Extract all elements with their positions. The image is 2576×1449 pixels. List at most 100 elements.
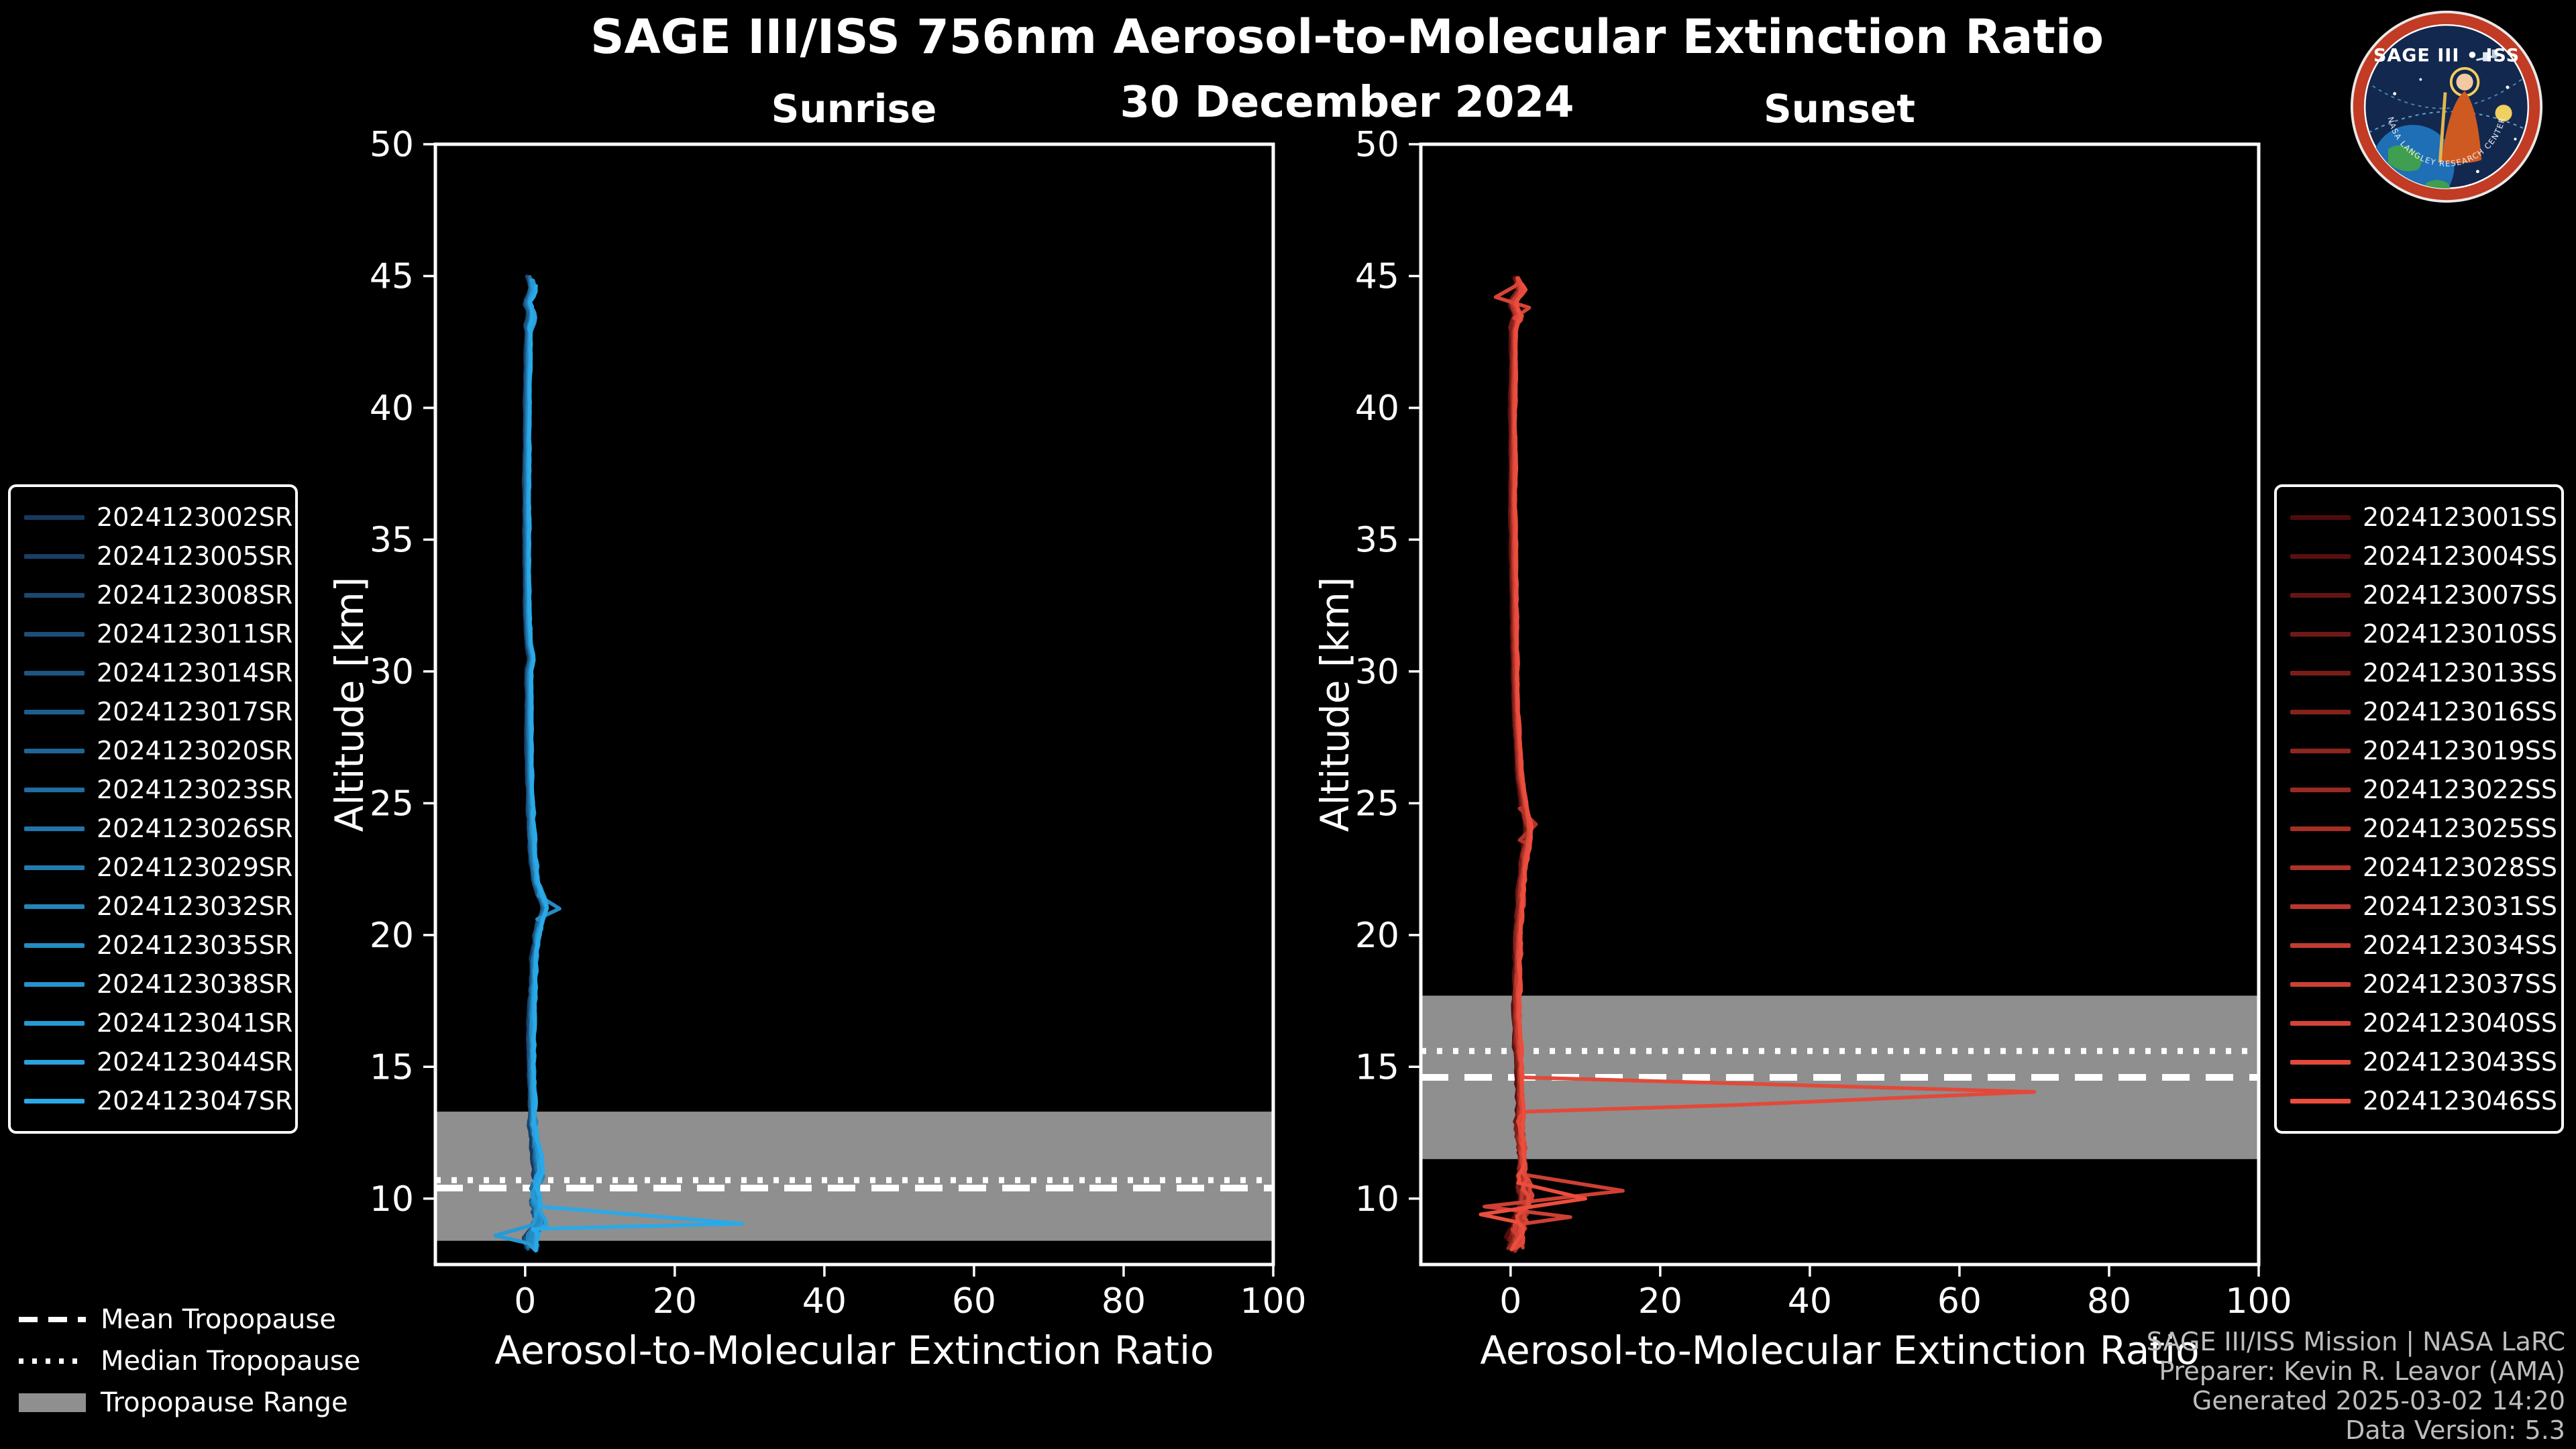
legend-item: 2024123002SR (24, 502, 292, 532)
series-color-swatch (2290, 515, 2351, 520)
profile-line-2024123047SR (527, 284, 744, 1253)
series-color-swatch (2290, 865, 2351, 870)
y-tick-label: 15 (1355, 1047, 1399, 1087)
legend-item: 2024123008SR (24, 580, 292, 610)
series-label: 2024123001SS (2363, 502, 2558, 532)
legend-item: 2024123004SS (2290, 541, 2557, 571)
legend-item: 2024123028SS (2290, 853, 2557, 882)
legend-label-mean-tropopause: Mean Tropopause (101, 1304, 336, 1335)
figure-title: SAGE III/ISS 756nm Aerosol-to-Molecular … (590, 9, 2104, 64)
series-color-swatch (24, 943, 85, 948)
attribution-line-preparer: Preparer: Kevin R. Leavor (AMA) (2159, 1356, 2565, 1386)
series-label: 2024123008SR (97, 580, 293, 610)
legend-label-tropopause-range: Tropopause Range (101, 1387, 348, 1418)
figure-date: 30 December 2024 (1120, 78, 1574, 127)
star-icon (2419, 78, 2422, 81)
sage-figure-head (2456, 73, 2473, 91)
series-label: 2024123047SR (97, 1086, 293, 1116)
legend-item: 2024123023SR (24, 775, 292, 804)
series-label: 2024123010SS (2363, 619, 2558, 649)
series-label: 2024123028SS (2363, 853, 2558, 882)
legend-item: 2024123007SS (2290, 580, 2557, 610)
tropopause-legend: Mean Tropopause Median Tropopause Tropop… (19, 1303, 360, 1419)
y-tick-label: 20 (370, 916, 414, 956)
star-icon (2506, 85, 2510, 89)
legend-item-median-tropopause: Median Tropopause (19, 1344, 360, 1378)
x-tick-label: 20 (1638, 1281, 1682, 1322)
legend-item: 2024123017SR (24, 697, 292, 727)
star-icon (2514, 138, 2517, 141)
attribution: SAGE III/ISS Mission | NASA LaRC Prepare… (2147, 1327, 2565, 1445)
legend-item: 2024123026SR (24, 814, 292, 843)
series-label: 2024123017SR (97, 697, 293, 727)
panel-title-sunset: Sunset (1764, 86, 1915, 131)
attribution-line-version: Data Version: 5.3 (2345, 1415, 2565, 1445)
y-tick-label: 10 (370, 1179, 414, 1220)
legend-item: 2024123037SS (2290, 969, 2557, 999)
x-tick-label: 40 (802, 1281, 847, 1322)
legend-item: 2024123041SR (24, 1008, 292, 1038)
y-tick-label: 45 (370, 257, 414, 297)
iss-icon (2476, 49, 2502, 62)
series-label: 2024123026SR (97, 814, 293, 843)
legend-item: 2024123001SS (2290, 502, 2557, 532)
series-label: 2024123007SS (2363, 580, 2558, 610)
legend-item: 2024123014SR (24, 658, 292, 688)
series-color-swatch (24, 553, 85, 559)
series-color-swatch (2290, 1098, 2351, 1104)
series-label: 2024123043SS (2363, 1047, 2558, 1077)
tropopause-range-band (435, 1112, 1273, 1241)
legend-item: 2024123038SR (24, 969, 292, 999)
series-color-swatch (2290, 943, 2351, 948)
legend-item-mean-tropopause: Mean Tropopause (19, 1303, 360, 1336)
legend-item: 2024123022SS (2290, 775, 2557, 804)
series-label: 2024123032SR (97, 892, 293, 921)
sunrise-event-legend: 2024123002SR 2024123005SR 2024123008SR 2024… (8, 484, 298, 1134)
series-color-swatch (24, 631, 85, 637)
series-color-swatch (24, 592, 85, 598)
series-label: 2024123004SS (2363, 541, 2558, 571)
series-color-swatch (24, 1059, 85, 1065)
plot-border (1419, 142, 2261, 1267)
moon-icon (2495, 105, 2512, 122)
series-label: 2024123013SS (2363, 658, 2558, 688)
x-tick-label: 80 (2087, 1281, 2131, 1322)
series-color-swatch (24, 1098, 85, 1104)
range-patch-swatch (19, 1393, 86, 1412)
series-label: 2024123034SS (2363, 930, 2558, 960)
star-icon (2393, 92, 2397, 96)
series-label: 2024123019SS (2363, 736, 2558, 765)
legend-item: 2024123019SS (2290, 736, 2557, 765)
x-axis-label: Aerosol-to-Molecular Extinction Ratio (494, 1328, 1214, 1373)
legend-item: 2024123046SS (2290, 1086, 2557, 1116)
y-tick-label: 30 (370, 652, 414, 692)
series-color-swatch (2290, 1020, 2351, 1026)
series-label: 2024123038SR (97, 969, 293, 999)
series-color-swatch (2290, 709, 2351, 714)
series-label: 2024123002SR (97, 502, 293, 532)
series-color-swatch (24, 515, 85, 520)
series-color-swatch (24, 865, 85, 870)
series-label: 2024123029SR (97, 853, 293, 882)
series-label: 2024123035SR (97, 930, 293, 960)
series-color-swatch (2290, 787, 2351, 792)
profile-line-2024123046SS (1479, 282, 1588, 1251)
series-color-swatch (2290, 553, 2351, 559)
x-tick-label: 60 (1937, 1281, 1982, 1322)
legend-item: 2024123035SR (24, 930, 292, 960)
earth-land (2388, 145, 2422, 172)
y-tick-label: 50 (1355, 125, 1399, 165)
series-label: 2024123005SR (97, 541, 293, 571)
series-color-swatch (2290, 748, 2351, 753)
y-tick-label: 10 (1355, 1179, 1399, 1220)
series-color-swatch (2290, 826, 2351, 831)
star-icon (2475, 170, 2479, 174)
legend-item: 2024123020SR (24, 736, 292, 765)
legend-item: 2024123047SR (24, 1086, 292, 1116)
series-color-swatch (2290, 981, 2351, 987)
series-color-swatch (2290, 631, 2351, 637)
legend-item: 2024123043SS (2290, 1047, 2557, 1077)
legend-item: 2024123029SR (24, 853, 292, 882)
y-tick-label: 40 (1355, 388, 1399, 429)
